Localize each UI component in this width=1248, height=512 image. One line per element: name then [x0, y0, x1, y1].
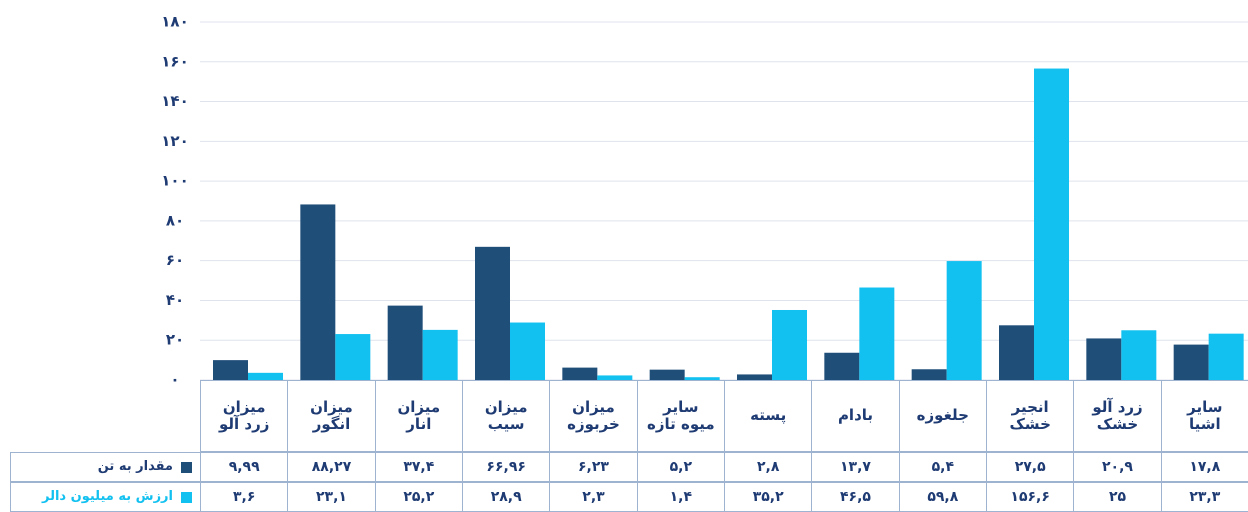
table-value: ۳,۶: [200, 482, 289, 512]
bar: [1121, 330, 1157, 380]
table-value: ۲۸,۹: [462, 482, 551, 512]
bar: [475, 246, 510, 380]
table-value: ۲,۸: [724, 452, 813, 482]
table-value: ۹,۹۹: [200, 452, 289, 482]
category-label: بادام: [811, 380, 900, 452]
legend-label: ارزش به میلیون دالر: [41, 488, 173, 504]
table-value: ۱۳,۷: [811, 452, 900, 482]
bar: [387, 305, 423, 380]
category-label: جلغوزه: [898, 380, 987, 452]
bar: [510, 322, 545, 380]
y-tick-label: ۱۲۰: [161, 132, 188, 150]
y-tick-label: ۱۶۰: [161, 52, 188, 70]
category-label: زرد آلو خشک: [1073, 380, 1162, 452]
category-label: سایر میوه تازه: [636, 380, 725, 452]
category-label: سایر اشیا: [1160, 380, 1248, 452]
table-value: ۲۳,۳: [1160, 482, 1248, 512]
bar: [300, 204, 336, 380]
bar: [999, 325, 1034, 380]
table-value: ۸۸,۲۷: [287, 452, 376, 482]
bar: [911, 369, 947, 380]
bar: [1208, 333, 1244, 380]
y-tick-label: ۰: [170, 371, 179, 389]
bar: [597, 375, 633, 380]
table-value: ۵,۴: [898, 452, 987, 482]
table-value: ۳۷,۴: [374, 452, 463, 482]
bar: [562, 367, 598, 380]
category-label: میزان زرد آلو: [200, 380, 289, 452]
legend-label: مقدار به تن: [97, 458, 173, 474]
bar: [737, 374, 772, 380]
bar: [824, 352, 860, 380]
table-value: ۱۵۶,۶: [986, 482, 1075, 512]
legend-entry: ارزش به میلیون دالر: [10, 482, 201, 512]
legend-marker: [181, 461, 192, 473]
table-value: ۲۰,۹: [1073, 452, 1162, 482]
bar: [946, 261, 982, 380]
bar: [772, 309, 807, 380]
category-label: میزان سیب: [462, 380, 551, 452]
table-value: ۶,۲۳: [549, 452, 638, 482]
table-value: ۴۶,۵: [811, 482, 900, 512]
legend-entry: مقدار به تن: [10, 452, 201, 482]
category-label: میزان انگور: [287, 380, 376, 452]
bar: [335, 334, 371, 380]
bar: [684, 377, 720, 380]
category-label: میزان انار: [374, 380, 463, 452]
bar: [649, 369, 685, 380]
bar: [213, 360, 248, 380]
bar: [1086, 338, 1122, 380]
bar: [248, 372, 283, 380]
y-tick-label: ۲۰: [166, 331, 184, 349]
category-label: پسته: [724, 380, 813, 452]
bar: [859, 287, 895, 380]
legend-marker: [181, 491, 192, 503]
table-value: ۲,۳: [549, 482, 638, 512]
table-value: ۵,۲: [636, 452, 725, 482]
y-tick-label: ۱۸۰: [161, 13, 188, 31]
table-value: ۱۷,۸: [1160, 452, 1248, 482]
table-value: ۲۷,۵: [986, 452, 1075, 482]
bar: [1173, 344, 1209, 380]
y-tick-label: ۱۰۰: [161, 172, 188, 190]
y-tick-label: ۶۰: [166, 251, 184, 269]
table-value: ۱,۴: [636, 482, 725, 512]
table-value: ۵۹,۸: [898, 482, 987, 512]
table-value: ۶۶,۹۶: [462, 452, 551, 482]
y-tick-label: ۴۰: [166, 291, 184, 309]
table-value: ۲۵,۲: [374, 482, 463, 512]
table-value: ۳۵,۲: [724, 482, 813, 512]
table-value: ۲۳,۱: [287, 482, 376, 512]
category-label: میزان خربوزه: [549, 380, 638, 452]
y-tick-label: ۱۴۰: [161, 92, 188, 110]
y-tick-label: ۸۰: [166, 211, 184, 229]
bar: [1034, 68, 1069, 380]
bar: [422, 329, 458, 380]
category-label: انجیر خشک: [986, 380, 1075, 452]
table-value: ۲۵: [1073, 482, 1162, 512]
